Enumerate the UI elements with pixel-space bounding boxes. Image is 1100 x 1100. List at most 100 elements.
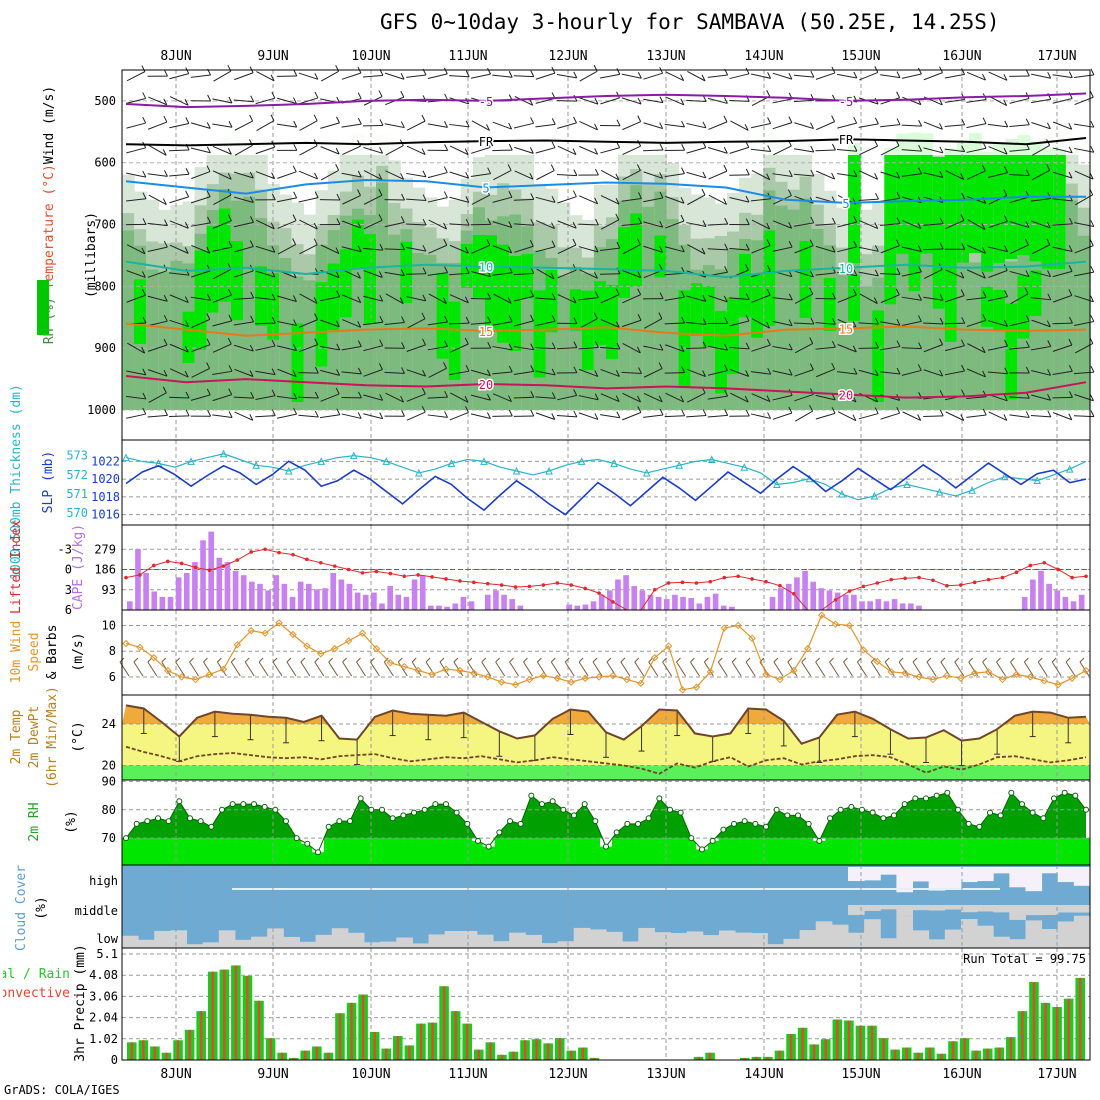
wind-barb-flag xyxy=(529,240,534,247)
wind-barb-flag xyxy=(270,114,275,121)
thickness-point xyxy=(707,455,716,464)
cloud-low-cell xyxy=(412,943,430,948)
top-date-label: 16JUN xyxy=(942,49,981,64)
wind-barb xyxy=(966,297,987,301)
wind-barb xyxy=(1009,414,1030,418)
wind-barb-flag xyxy=(896,118,901,125)
precip-convective-bar xyxy=(986,1048,989,1060)
wind-barb-flag xyxy=(379,394,384,401)
wind-barb xyxy=(1031,270,1051,278)
wind-barb-flag xyxy=(551,368,556,376)
wind-barb xyxy=(298,396,319,399)
wind-barb-flag xyxy=(896,367,901,375)
wind-barb xyxy=(276,123,297,128)
wind-speed-point xyxy=(567,678,575,686)
wind-barb xyxy=(406,172,427,178)
lifted-index-point xyxy=(138,573,142,577)
wind-barb xyxy=(600,147,620,154)
wind-barb-flag xyxy=(530,409,535,417)
wind-barb xyxy=(492,272,513,276)
wind-barb-flag xyxy=(228,411,233,418)
wind-barb-flag xyxy=(961,118,966,126)
wind-barb xyxy=(634,661,645,677)
wind-barb xyxy=(1052,98,1073,104)
wind-barb-flag xyxy=(444,266,448,273)
wind-barb xyxy=(298,72,319,80)
wind-barb-flag xyxy=(724,364,728,371)
wind-barb-flag xyxy=(227,173,232,180)
cloud-mid-cell xyxy=(864,905,881,911)
wind-barb xyxy=(664,173,685,178)
wind-barb xyxy=(169,396,190,399)
wind-barb xyxy=(385,145,404,156)
wind-barb-flag xyxy=(896,340,901,347)
wind-barb xyxy=(592,661,603,677)
upper-air-ylabel-part: Wind (m/s) xyxy=(42,86,57,164)
rh-dark-cell xyxy=(775,205,789,410)
cloud-mid-cell xyxy=(848,905,865,916)
wind-barb-flag xyxy=(399,297,404,304)
wind-barb xyxy=(384,221,405,228)
cape-bar xyxy=(362,594,369,610)
rh-bright-cell xyxy=(848,275,861,321)
wind-speed-point xyxy=(177,673,186,681)
wind-barb-flag xyxy=(659,96,664,103)
wind-barb-flag xyxy=(142,218,147,225)
wind-barb-flag xyxy=(342,657,347,663)
wind-barb-flag xyxy=(271,193,276,201)
precip-convective-bar xyxy=(500,1054,504,1060)
wind-barb xyxy=(1009,346,1030,350)
rh-point xyxy=(699,846,705,853)
wind-barb xyxy=(342,145,361,155)
rh-bright-cell xyxy=(485,235,498,330)
wind-barb xyxy=(212,320,232,327)
rh-point xyxy=(645,815,652,822)
wind-speed-point xyxy=(150,653,158,662)
wind-barb xyxy=(320,122,340,129)
lifted-index-point xyxy=(235,558,240,562)
lifted-index-point xyxy=(875,581,880,585)
wind-barb-flag xyxy=(1051,657,1057,663)
wind-barb-flag xyxy=(658,312,663,319)
cloud-low-cell xyxy=(1009,939,1026,948)
wind-barb xyxy=(600,73,620,79)
wind-barb-flag xyxy=(701,247,706,255)
wind-barb-flag xyxy=(508,343,513,351)
wind-barb xyxy=(1052,74,1073,79)
wind-barb xyxy=(370,661,380,677)
wind-barb-flag xyxy=(662,657,667,663)
wind-barb-flag xyxy=(912,657,918,663)
wind-barb xyxy=(314,661,325,677)
wind-barb-flag xyxy=(1003,189,1008,196)
wind-barb xyxy=(492,196,513,203)
thickness-point xyxy=(1065,464,1074,473)
wind-barb-flag xyxy=(875,192,879,200)
lifted-index-point xyxy=(374,569,379,574)
wind-barb xyxy=(470,322,491,325)
wind-barb xyxy=(578,246,599,253)
wind-barb-flag xyxy=(422,170,427,177)
wind-barb xyxy=(298,319,318,328)
wind-barb-flag xyxy=(680,74,685,81)
wind-barb-flag xyxy=(852,414,857,421)
wind-barb-flag xyxy=(594,218,599,226)
wind-barb xyxy=(578,368,598,377)
wind-barb xyxy=(363,146,383,154)
lifted-index-point xyxy=(666,581,671,585)
wind-barb xyxy=(383,661,394,677)
wind-barb xyxy=(686,122,707,129)
wind-barb-flag xyxy=(658,264,663,271)
wind-barb-flag xyxy=(207,294,211,301)
thickness-point xyxy=(122,453,130,462)
rh-bright-cell xyxy=(194,250,208,350)
thickness-point xyxy=(1033,476,1041,485)
thickness-point xyxy=(968,486,976,494)
wind-barb xyxy=(298,97,319,105)
cloud-low-cell xyxy=(944,929,962,948)
wind-barb-flag xyxy=(551,141,556,148)
wind-speed-point xyxy=(428,670,436,679)
wind-barb-flag xyxy=(1068,289,1073,296)
wind-barb xyxy=(320,296,340,302)
cloud-low-cell xyxy=(525,934,542,948)
wind-barb xyxy=(599,346,621,350)
